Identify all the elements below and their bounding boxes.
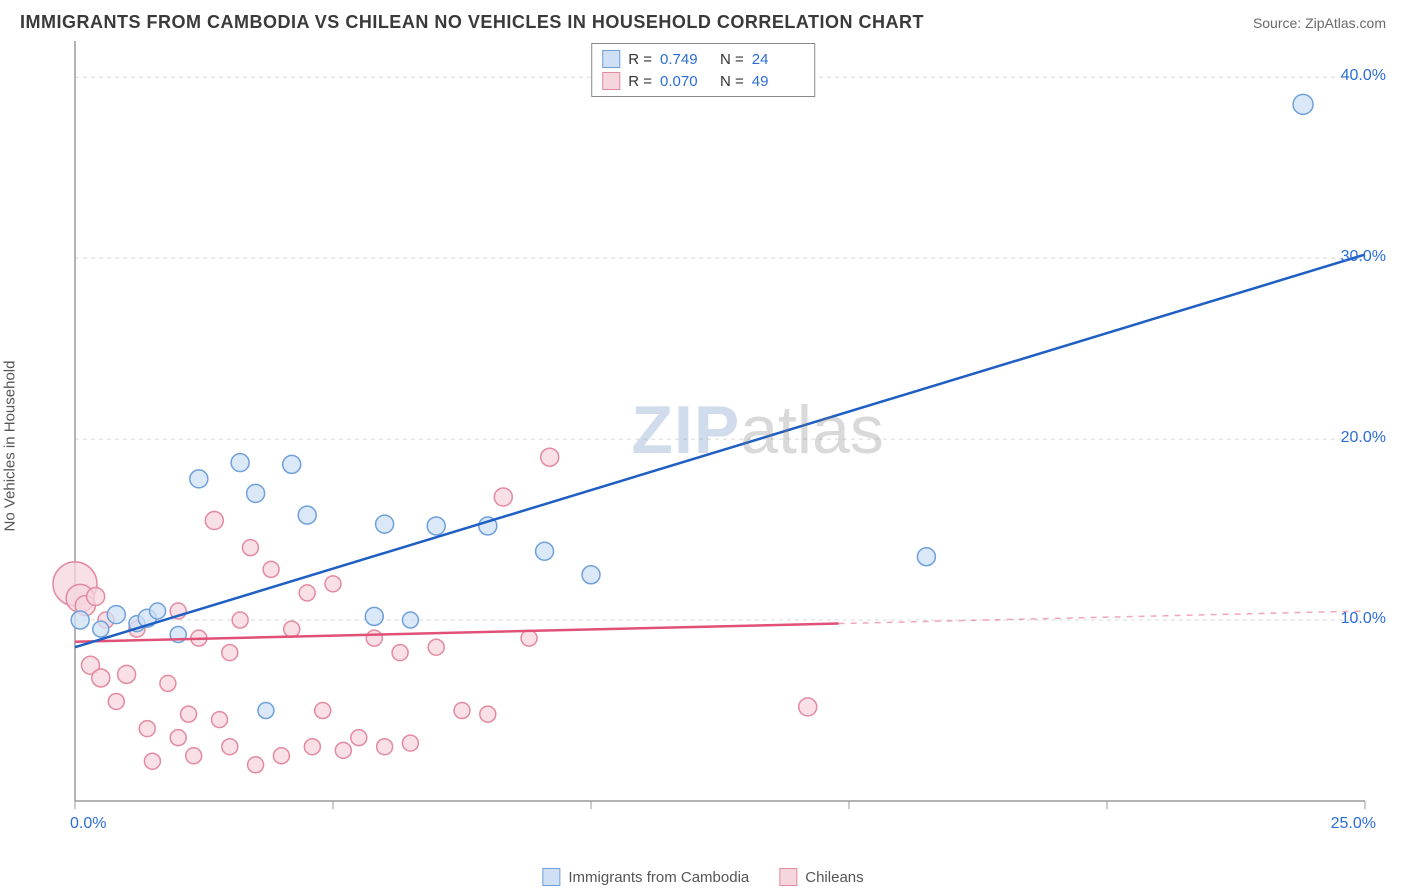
legend-row-cambodia: R = 0.749 N = 24	[602, 48, 804, 70]
source-label: Source:	[1253, 15, 1305, 31]
swatch-chilean	[602, 72, 620, 90]
chart-title: IMMIGRANTS FROM CAMBODIA VS CHILEAN NO V…	[20, 12, 924, 33]
y-tick-label: 40.0%	[1341, 67, 1386, 85]
legend-item-cambodia: Immigrants from Cambodia	[542, 868, 749, 886]
n-value-cambodia: 24	[752, 51, 804, 68]
n-value-chilean: 49	[752, 73, 804, 90]
legend-row-chilean: R = 0.070 N = 49	[602, 70, 804, 92]
x-tick-label: 0.0%	[70, 815, 106, 833]
series-legend: Immigrants from Cambodia Chileans	[542, 868, 863, 886]
swatch-chilean	[779, 868, 797, 886]
legend-label-cambodia: Immigrants from Cambodia	[568, 869, 749, 886]
y-tick-label: 10.0%	[1341, 610, 1386, 628]
x-tick-label: 25.0%	[1331, 815, 1376, 833]
source-name: ZipAtlas.com	[1305, 15, 1386, 31]
r-label: R =	[628, 51, 652, 68]
correlation-legend: R = 0.749 N = 24 R = 0.070 N = 49	[591, 43, 815, 97]
y-axis-label: No Vehicles in Household	[2, 361, 19, 532]
source-attribution: Source: ZipAtlas.com	[1253, 15, 1386, 31]
r-value-cambodia: 0.749	[660, 51, 712, 68]
chart-area: No Vehicles in Household ZIPatlas R = 0.…	[20, 41, 1386, 851]
y-tick-label: 20.0%	[1341, 429, 1386, 447]
legend-item-chilean: Chileans	[779, 868, 863, 886]
scatter-plot	[20, 41, 1386, 821]
n-label: N =	[720, 51, 744, 68]
y-tick-label: 30.0%	[1341, 248, 1386, 266]
legend-label-chilean: Chileans	[805, 869, 863, 886]
r-value-chilean: 0.070	[660, 73, 712, 90]
swatch-cambodia	[602, 50, 620, 68]
r-label: R =	[628, 73, 652, 90]
swatch-cambodia	[542, 868, 560, 886]
n-label: N =	[720, 73, 744, 90]
